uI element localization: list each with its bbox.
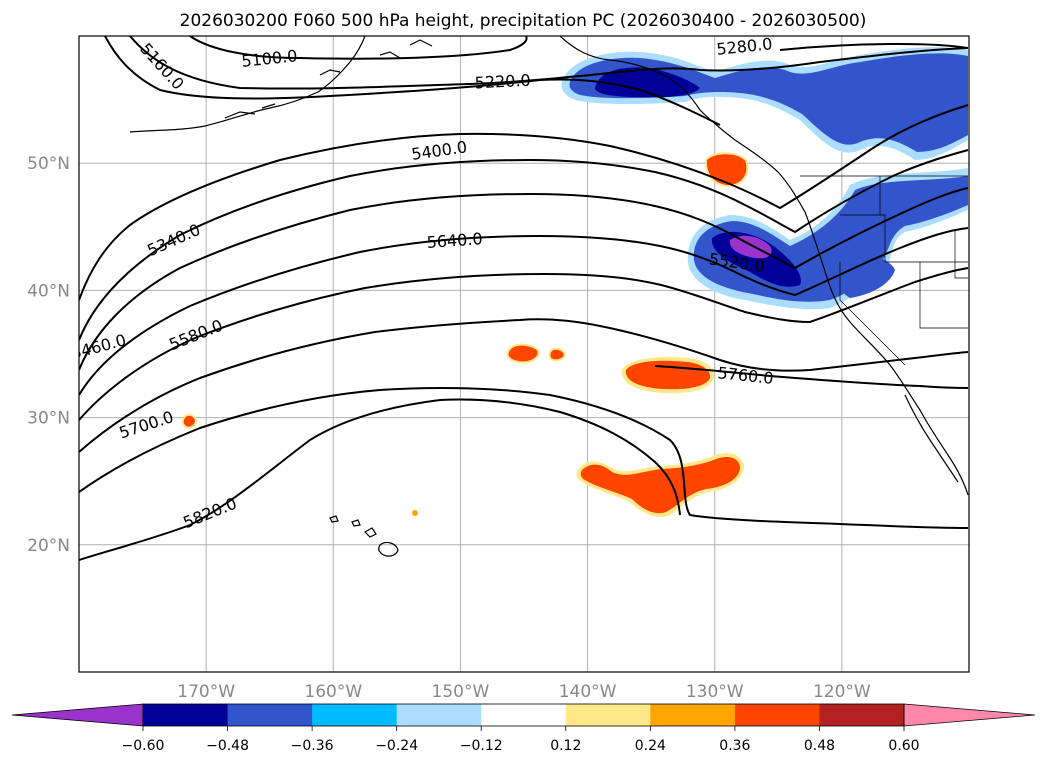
precip-area-subtropic-large-core [580,457,740,514]
contour-label-5220: 5220.0 [474,71,531,93]
colorbar-label-4: −0.12 [460,738,503,754]
colorbar-label-1: −0.48 [206,738,249,754]
lon-label-3: 140°W [559,682,617,702]
colorbar-label-5: 0.12 [550,738,581,754]
colorbar-labels: −0.60 −0.48 −0.36 −0.24 −0.12 0.12 0.24 0.36 0.4… [122,726,920,754]
precip-area-small-2 [548,347,567,362]
coastline-alaska-south [129,36,366,133]
lat-label-1: 30°N [27,409,70,429]
colorbar-label-9: 0.60 [888,738,919,754]
colorbar-segment-4 [396,704,482,726]
colorbar-segment-5 [481,704,567,726]
precip-positive-areas [181,152,749,518]
colorbar-label-2: −0.36 [291,738,334,754]
contour-5160 [104,36,721,126]
colorbar-segment-2 [227,704,313,726]
map-frame [78,35,970,673]
lon-label-4: 130°W [686,682,744,702]
precip-area-nw-coast-min [729,235,772,259]
lat-label-3: 50°N [27,154,70,174]
contour-5820 [79,398,681,561]
coastlines [129,36,969,496]
contour-5220 [129,36,969,90]
coastline-alaska-gulf [559,36,969,496]
colorbar-extend-right [903,703,1036,727]
coastline-baja [904,394,959,483]
lon-label-1: 160°W [304,682,362,702]
hawaii-maui [364,527,377,538]
contour-5460 [79,187,969,371]
colorbar-segment-7 [650,704,736,726]
contour-5700 [79,386,969,529]
hawaii-kauai [329,515,339,523]
lon-label-2: 150°W [432,682,490,702]
height-contours [79,36,969,561]
hawaii-islands [329,515,399,557]
colorbar-label-3: −0.24 [375,738,418,754]
colorbar-label-0: −0.60 [122,738,165,754]
coastline-islands-1 [319,39,433,76]
lon-label-0: 170°W [177,682,235,702]
contour-5640 [79,318,969,453]
contour-5400 [79,149,969,341]
colorbar-segment-6 [565,704,651,726]
contour-5520 [79,227,969,396]
precip-area-small-4 [181,413,198,429]
colorbar-label-7: 0.36 [719,738,750,754]
precip-area-small-1 [506,343,540,364]
coastline-islands-2 [224,103,276,119]
longitude-labels: 170°W 160°W 150°W 140°W 130°W 120°W [177,682,871,702]
colorbar-label-8: 0.48 [804,738,835,754]
lat-label-0: 20°N [27,536,70,556]
precip-area-alaska-core [595,67,700,98]
precip-area-inland [835,251,895,298]
border-states-2 [839,262,906,366]
hawaii-big-island [378,541,399,557]
contour-5280 [779,42,969,51]
colorbar-segment-8 [734,704,820,726]
colorbar-extend-left [11,703,144,727]
contour-5100 [189,36,528,60]
contour-label-5640: 5640.0 [426,229,483,252]
colorbar-segment-9 [819,704,905,726]
map-content: 5100.0 5160.0 5220.0 5280.0 5340.0 5400.… [79,34,969,672]
contour-5340 [79,104,969,301]
contour-5580 [79,267,969,421]
latitude-labels: 20°N 30°N 40°N 50°N [27,154,70,556]
contour-5760 [654,365,969,389]
precip-area-dot [412,510,418,516]
colorbar-frame [142,703,905,727]
state-borders [800,175,968,366]
hawaii-oahu [351,519,361,527]
colorbar-label-6: 0.24 [635,738,666,754]
colorbar-segment-1 [143,704,229,726]
contour-label-5280: 5280.0 [716,34,774,59]
border-states-1 [840,176,968,329]
map-title: 2026030200 F060 500 hPa height, precipit… [180,11,867,31]
lon-label-5: 120°W [813,682,871,702]
colorbar-segment-3 [312,704,398,726]
colorbar [11,703,1036,727]
lat-label-2: 40°N [27,281,70,301]
